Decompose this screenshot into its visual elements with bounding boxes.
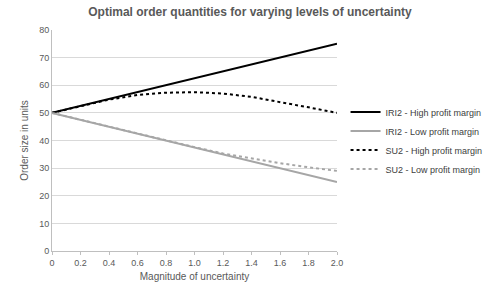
svg-text:1.0: 1.0 [188, 258, 201, 268]
svg-text:1.6: 1.6 [274, 258, 287, 268]
svg-text:50: 50 [39, 108, 49, 118]
svg-text:30: 30 [39, 163, 49, 173]
svg-text:0.4: 0.4 [103, 258, 116, 268]
svg-text:0: 0 [44, 246, 49, 256]
svg-text:20: 20 [39, 191, 49, 201]
svg-text:1.2: 1.2 [217, 258, 230, 268]
svg-text:Optimal order quantities for v: Optimal order quantities for varying lev… [88, 5, 412, 19]
svg-text:80: 80 [39, 25, 49, 35]
svg-text:SU2 - Low profit margin: SU2 - Low profit margin [386, 165, 481, 175]
svg-text:10: 10 [39, 219, 49, 229]
svg-text:2.0: 2.0 [331, 258, 344, 268]
svg-text:1.8: 1.8 [302, 258, 315, 268]
svg-text:Order size in units: Order size in units [19, 100, 30, 181]
svg-text:0.6: 0.6 [131, 258, 144, 268]
svg-text:0: 0 [49, 258, 54, 268]
svg-text:Magnitude of uncertainty: Magnitude of uncertainty [140, 271, 250, 282]
svg-text:0.8: 0.8 [160, 258, 173, 268]
svg-text:60: 60 [39, 80, 49, 90]
svg-text:70: 70 [39, 53, 49, 63]
svg-text:IRI2 - Low profit margin: IRI2 - Low profit margin [386, 127, 480, 137]
svg-text:IRI2 - High profit margin: IRI2 - High profit margin [386, 108, 482, 118]
svg-text:40: 40 [39, 136, 49, 146]
svg-text:SU2 - High profit margin: SU2 - High profit margin [386, 146, 483, 156]
svg-text:1.4: 1.4 [245, 258, 258, 268]
svg-text:0.2: 0.2 [74, 258, 87, 268]
